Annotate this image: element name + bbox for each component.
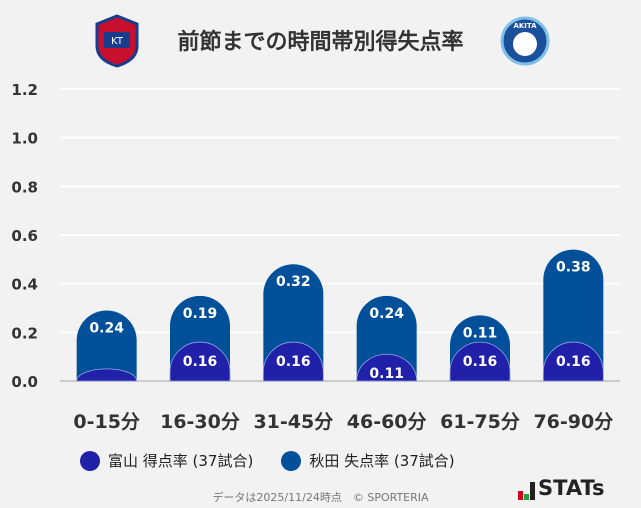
stats-brand: STATs <box>538 476 605 500</box>
data-label-akita: 0.32 <box>276 274 311 290</box>
data-label-akita: 0.38 <box>556 260 591 276</box>
legend: 富山 得点率 (37試合) 秋田 失点率 (37試合) <box>80 450 455 471</box>
legend-item-akita: 秋田 失点率 (37試合) <box>281 450 455 471</box>
legend-swatch <box>281 450 302 471</box>
data-label-akita: 0.19 <box>183 306 218 322</box>
bar-toyama <box>542 341 604 382</box>
bar-toyama <box>169 341 231 382</box>
bar-toyama <box>449 341 511 382</box>
bar-akita <box>76 310 137 381</box>
x-tick-label: 0-15分 <box>73 411 140 433</box>
y-tick-label: 1.0 <box>11 130 38 148</box>
x-tick-label: 76-90分 <box>533 411 613 433</box>
data-label-toyama: 0.16 <box>463 354 498 370</box>
y-tick-label: 0.6 <box>11 227 38 245</box>
data-label-akita: 0.11 <box>463 325 498 341</box>
svg-text:KT: KT <box>111 36 124 47</box>
bar-toyama <box>262 341 324 382</box>
y-tick-label: 0.8 <box>11 178 38 196</box>
data-label-toyama: 0.16 <box>556 354 591 370</box>
y-tick-label: 0.0 <box>11 373 38 391</box>
x-tick-label: 61-75分 <box>440 411 520 433</box>
footer-note: データは2025/11/24時点 © SPORTERIA <box>212 491 429 504</box>
x-tick-label: 16-30分 <box>160 411 240 433</box>
toyama-emblem-icon: KT <box>95 14 139 68</box>
legend-item-toyama: 富山 得点率 (37試合) <box>80 450 253 471</box>
bar-toyama <box>76 368 138 382</box>
akita-emblem-icon: AKITA <box>500 16 550 66</box>
stats-bars-icon <box>518 482 535 500</box>
x-tick-label: 31-45分 <box>253 411 333 433</box>
data-label-akita: 0.24 <box>369 306 404 322</box>
y-tick-label: 0.2 <box>11 324 38 342</box>
y-tick-label: 0.4 <box>11 276 38 294</box>
data-label-akita: 0.24 <box>89 320 124 336</box>
bar-toyama <box>356 353 418 382</box>
chart-title: 前節までの時間帯別得失点率 <box>177 30 464 55</box>
data-label-toyama: 0.16 <box>183 354 218 370</box>
bar-chart: 0.0 0.2 0.4 0.6 0.8 1.0 1.2 0.24 0-15分 0.19 0.16 16… <box>11 81 620 433</box>
legend-swatch <box>80 450 100 471</box>
data-label-toyama: 0.11 <box>369 366 404 382</box>
stats-logo: STATs <box>518 476 604 500</box>
x-tick-label: 46-60分 <box>347 411 427 433</box>
legend-label: 富山 得点率 (37試合) <box>108 452 254 470</box>
data-label-toyama: 0.16 <box>276 354 311 370</box>
legend-label: 秋田 失点率 (37試合) <box>309 452 455 470</box>
y-tick-label: 1.2 <box>11 81 38 99</box>
svg-text:AKITA: AKITA <box>513 22 537 30</box>
